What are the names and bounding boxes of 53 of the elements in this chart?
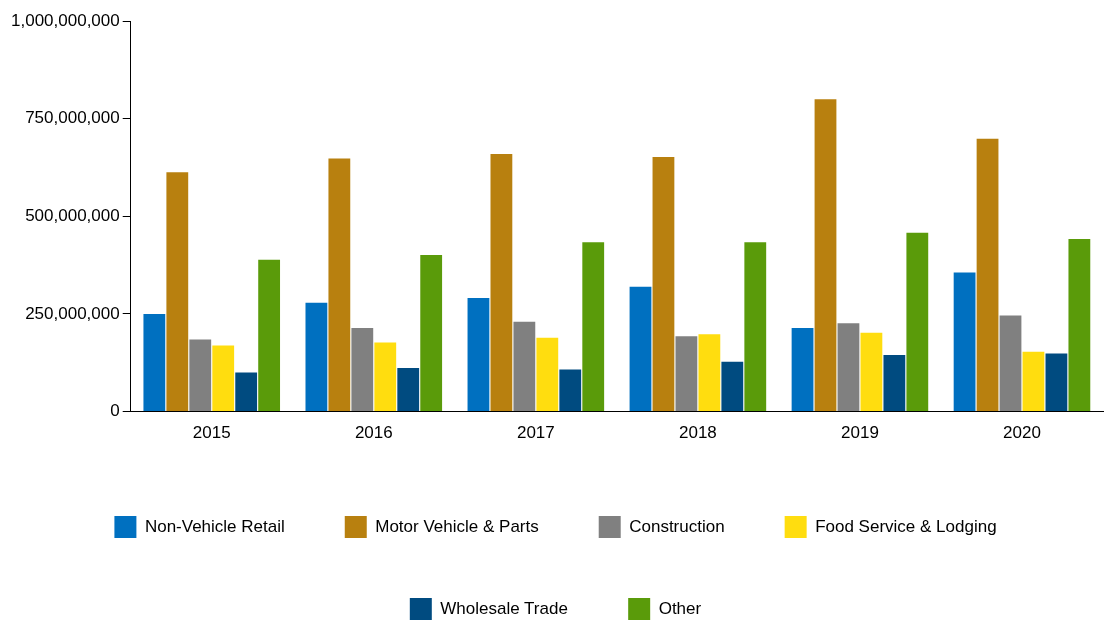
bar	[814, 99, 837, 412]
bar	[652, 157, 675, 412]
bar	[166, 172, 189, 412]
bar	[999, 315, 1022, 412]
bar	[837, 323, 860, 412]
bar	[536, 337, 559, 412]
legend-label: Non-Vehicle Retail	[144, 516, 285, 536]
y-tick-label: 0	[110, 401, 120, 421]
bar	[629, 286, 652, 412]
x-tick-label: 2016	[354, 423, 393, 443]
bar	[906, 232, 929, 412]
bar	[883, 354, 906, 412]
y-tick-label: 750,000,000	[25, 108, 120, 128]
bar	[305, 302, 328, 412]
legend-label: Other	[658, 598, 702, 618]
bar	[791, 328, 814, 412]
bar	[1045, 353, 1068, 412]
bar	[698, 334, 721, 412]
bar	[351, 328, 374, 412]
bar	[490, 153, 513, 412]
bar	[258, 259, 281, 412]
y-tick-label: 500,000,000	[25, 206, 120, 226]
x-tick-label: 2020	[1003, 423, 1041, 443]
bar	[143, 314, 166, 412]
x-tick-label: 2019	[841, 423, 879, 443]
bar	[467, 297, 490, 412]
bar	[328, 158, 351, 412]
y-tick-label: 1,000,000,000	[11, 10, 120, 30]
bar	[744, 242, 767, 412]
x-tick-label: 2018	[678, 423, 717, 443]
x-tick-label: 2015	[192, 423, 231, 443]
bar	[1068, 239, 1091, 412]
bar	[953, 272, 976, 412]
bar	[582, 242, 605, 412]
legend-label: Motor Vehicle & Parts	[375, 516, 539, 536]
bar	[235, 372, 258, 412]
bar	[675, 336, 698, 412]
bar	[559, 369, 582, 412]
bar	[420, 255, 443, 412]
bar	[513, 321, 536, 412]
bar	[189, 339, 212, 412]
legend-label: Wholesale Trade	[440, 598, 568, 618]
bar	[212, 345, 235, 412]
legend-label: Construction	[629, 516, 725, 536]
legend-label: Food Service & Lodging	[815, 516, 997, 536]
bar	[721, 361, 744, 412]
bar	[1022, 351, 1045, 412]
bar	[976, 138, 999, 412]
y-tick-label: 250,000,000	[25, 303, 120, 323]
bar	[397, 367, 420, 412]
bar	[374, 342, 397, 412]
bar	[860, 332, 883, 412]
x-tick-label: 2017	[516, 423, 555, 443]
